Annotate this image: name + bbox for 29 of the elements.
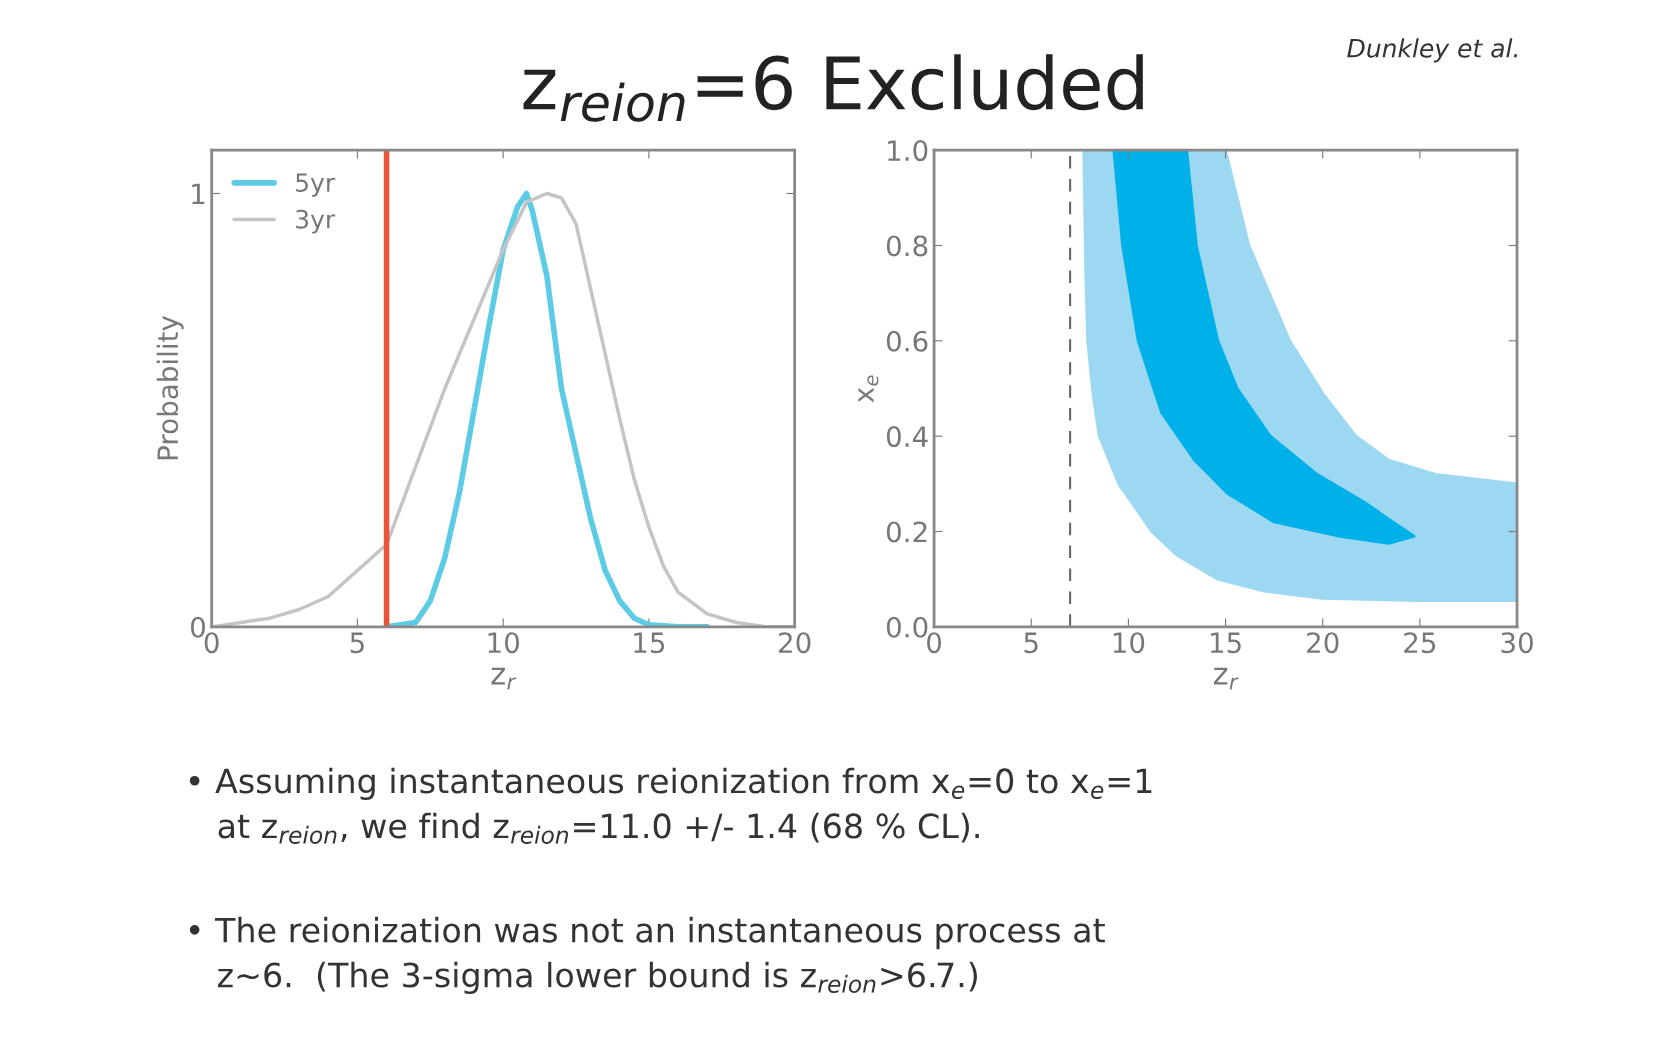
x-tick-label: 20	[1307, 632, 1339, 654]
y-tick-label: 0.6	[886, 330, 928, 352]
y-axis-title: x$_{e}$	[858, 375, 879, 403]
text: • The reionization was not an instantaneous process at z~6. (The 3-sigma lower bound is z$_{reion}$>6.7.)	[189, 916, 1105, 995]
text: • Assuming instantaneous reionization from x$_{e}$=0 to x$_{e}$=1 at z$_{reion}$, we find z$_{reion}$=11.0 +/- 1.4 (68 % CL).	[189, 767, 1152, 844]
text: Dunkley et al.	[1347, 38, 1518, 63]
x-tick-label: 30	[1501, 632, 1533, 654]
x-axis-title: z$_{r}$	[491, 667, 517, 690]
y-tick-label: 1	[192, 183, 205, 205]
x-tick-label: 10	[488, 632, 519, 654]
x-tick-label: 20	[779, 632, 811, 654]
y-axis-title: Probability	[156, 315, 184, 460]
x-tick-label: 25	[1404, 632, 1436, 654]
y-tick-label: 0.4	[886, 426, 928, 448]
x-tick-label: 0	[927, 632, 942, 654]
x-axis-title: z$_{r}$	[1213, 667, 1239, 690]
y-tick-label: 0.2	[886, 521, 927, 543]
y-tick-label: 0.0	[886, 616, 928, 638]
x-tick-label: 5	[1024, 632, 1038, 654]
y-tick-label: 1.0	[888, 140, 928, 162]
y-tick-label: 0.8	[886, 235, 928, 257]
legend-label: 5yr	[296, 173, 336, 197]
x-tick-label: 0	[204, 632, 219, 654]
x-tick-label: 10	[1113, 632, 1145, 654]
x-tick-label: 15	[634, 632, 665, 654]
x-tick-label: 15	[1210, 632, 1241, 654]
x-tick-label: 5	[350, 632, 364, 654]
legend-label: 3yr	[296, 209, 336, 234]
chart-title: z$_{reion}$=6 Excluded	[523, 54, 1143, 122]
